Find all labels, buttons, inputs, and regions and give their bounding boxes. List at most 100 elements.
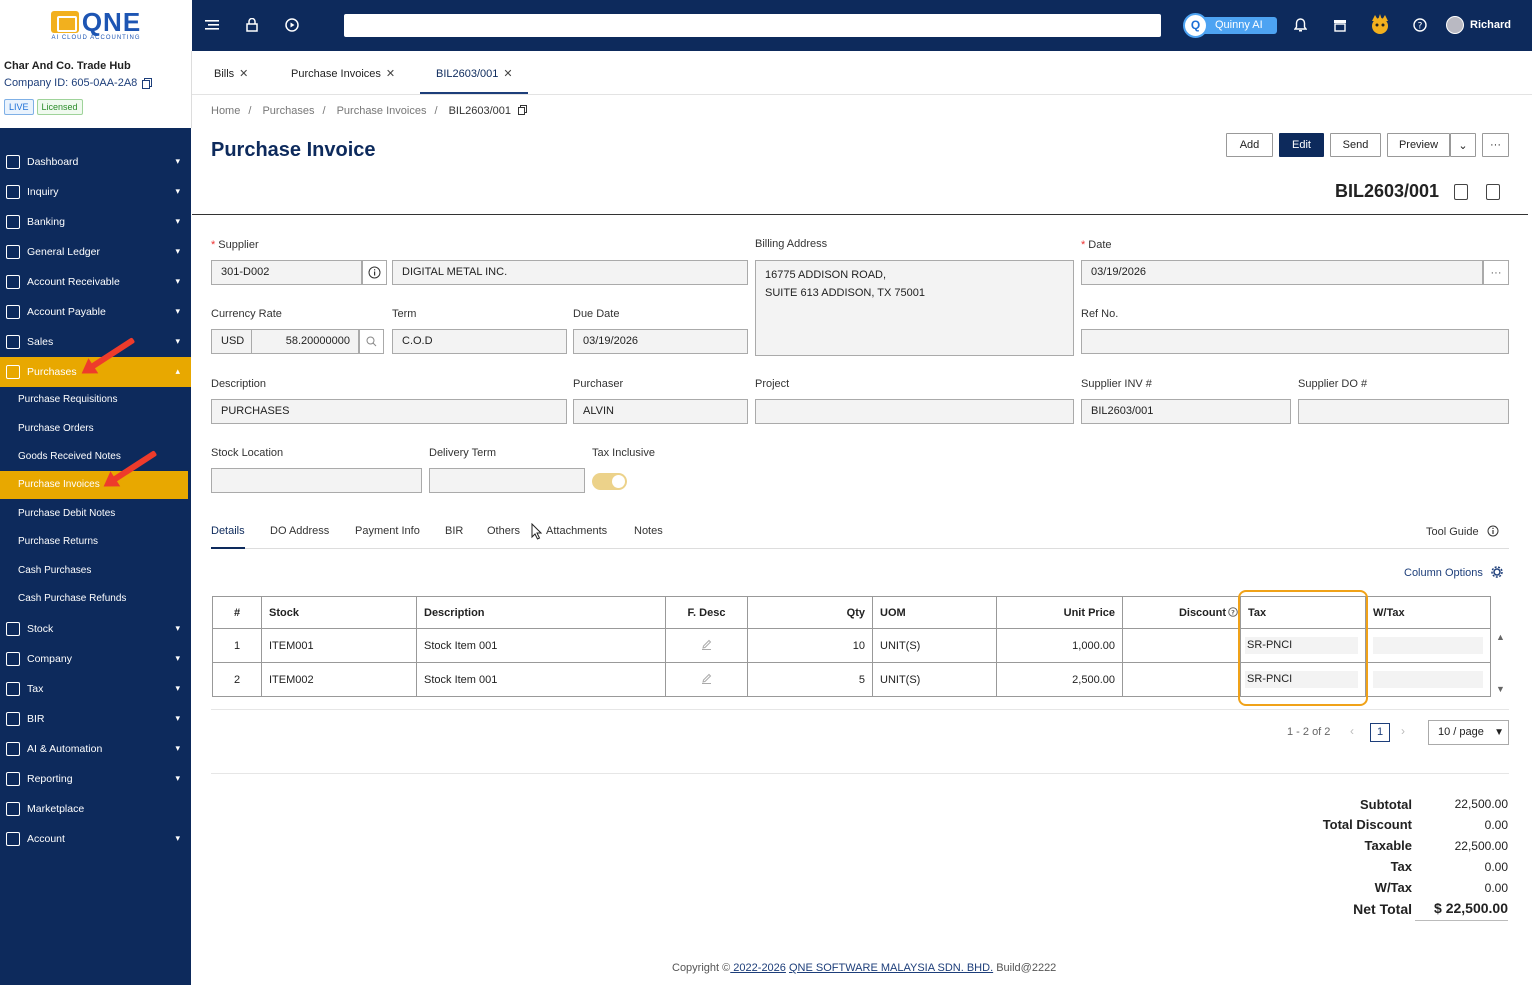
tab-purchase-invoices[interactable]: Purchase Invoices ✕ xyxy=(291,67,395,80)
sub-item-cash-purchase-refunds[interactable]: Cash Purchase Refunds xyxy=(18,593,127,604)
tab-bir[interactable]: BIR xyxy=(445,525,464,537)
description-field[interactable]: PURCHASES xyxy=(211,399,567,424)
info-icon[interactable] xyxy=(362,260,387,285)
cell-qty[interactable]: 5 xyxy=(747,662,873,697)
sidebar-item-account-receivable[interactable]: Account Receivable ▾ xyxy=(0,267,191,297)
sidebar-item-ai-automation[interactable]: AI & Automation ▾ xyxy=(0,734,191,764)
cell-qty[interactable]: 10 xyxy=(747,628,873,663)
supplier-name-field[interactable]: DIGITAL METAL INC. xyxy=(392,260,748,285)
scroll-down-icon[interactable]: ▼ xyxy=(1496,684,1505,694)
tab-bills[interactable]: Bills ✕ xyxy=(214,67,248,80)
sidebar-item-company[interactable]: Company ▾ xyxy=(0,644,191,674)
supplier-do-field[interactable] xyxy=(1298,399,1509,424)
cell-unit-price[interactable]: 2,500.00 xyxy=(996,662,1123,697)
sidebar-item-stock[interactable]: Stock ▾ xyxy=(0,614,191,644)
mascot-icon[interactable] xyxy=(1367,12,1393,38)
tab-others[interactable]: Others xyxy=(487,525,521,537)
ref-no-field[interactable] xyxy=(1081,329,1509,354)
pencil-icon[interactable] xyxy=(701,639,712,650)
add-button[interactable]: Add xyxy=(1226,133,1273,157)
sidebar-item-marketplace[interactable]: Marketplace xyxy=(0,794,191,824)
sub-item-purchase-orders[interactable]: Purchase Orders xyxy=(18,423,94,434)
user-menu[interactable]: Richard xyxy=(1446,16,1511,34)
scroll-up-icon[interactable]: ▲ xyxy=(1496,632,1505,642)
copy-icon[interactable] xyxy=(142,77,153,89)
breadcrumb-home[interactable]: Home xyxy=(211,105,241,117)
rate-field[interactable]: 58.20000000 xyxy=(251,329,359,354)
sub-item-purchase-returns[interactable]: Purchase Returns xyxy=(18,536,99,547)
sidebar-item-bir[interactable]: BIR ▾ xyxy=(0,704,191,734)
logo[interactable]: QNE AI CLOUD ACCOUNTING xyxy=(0,0,192,51)
page-size-select[interactable]: 10 / page ▼ xyxy=(1428,720,1509,745)
pagination-current-page[interactable]: 1 xyxy=(1370,723,1390,742)
store-icon[interactable] xyxy=(1329,14,1351,36)
col-header-unit-price[interactable]: Unit Price xyxy=(996,596,1123,629)
cell-fdesc[interactable] xyxy=(665,662,748,697)
due-date-field[interactable]: 03/19/2026 xyxy=(573,329,748,354)
date-options-icon[interactable]: ··· xyxy=(1483,260,1509,285)
company-link[interactable]: QNE SOFTWARE MALAYSIA SDN. BHD. xyxy=(788,962,994,974)
cell-tax[interactable]: SR-PNCI xyxy=(1240,628,1366,663)
cell-description[interactable]: Stock Item 001 xyxy=(416,628,666,663)
cell-wtax[interactable] xyxy=(1365,628,1491,663)
supplier-code-field[interactable]: 301-D002 xyxy=(211,260,362,285)
chevron-left-icon[interactable]: ‹ xyxy=(1350,724,1354,738)
cell-fdesc[interactable] xyxy=(665,628,748,663)
sub-item-goods-received-notes[interactable]: Goods Received Notes xyxy=(18,451,121,462)
col-header-description[interactable]: Description xyxy=(416,596,666,629)
menu-icon[interactable] xyxy=(201,14,223,36)
preview-dropdown-button[interactable]: ⌄ xyxy=(1450,133,1476,157)
tab-details[interactable]: Details xyxy=(211,525,245,537)
play-icon[interactable] xyxy=(281,14,303,36)
billing-address-field[interactable]: 16775 ADDISON ROAD, SUITE 613 ADDISON, T… xyxy=(755,260,1074,356)
sidebar-item-dashboard[interactable]: Dashboard ▾ xyxy=(0,147,191,177)
supplier-inv-field[interactable]: BIL2603/001 xyxy=(1081,399,1291,424)
tab-notes[interactable]: Notes xyxy=(634,525,663,537)
currency-field[interactable]: USD xyxy=(211,329,252,354)
col-header-fdesc[interactable]: F. Desc xyxy=(665,596,748,629)
more-button[interactable]: ··· xyxy=(1482,133,1509,157)
copy-icon[interactable] xyxy=(518,105,528,115)
project-field[interactable] xyxy=(755,399,1074,424)
term-field[interactable]: C.O.D xyxy=(392,329,567,354)
cell-description[interactable]: Stock Item 001 xyxy=(416,662,666,697)
sub-item-purchase-debit-notes[interactable]: Purchase Debit Notes xyxy=(18,508,116,519)
purchaser-field[interactable]: ALVIN xyxy=(573,399,748,424)
cell-unit-price[interactable]: 1,000.00 xyxy=(996,628,1123,663)
tab-do-address[interactable]: DO Address xyxy=(270,525,330,537)
col-header-wtax[interactable]: W/Tax xyxy=(1365,596,1491,629)
date-field[interactable]: 03/19/2026 xyxy=(1081,260,1483,285)
cell-tax[interactable]: SR-PNCI xyxy=(1240,662,1366,697)
cell-uom[interactable]: UNIT(S) xyxy=(872,662,997,697)
tab-payment-info[interactable]: Payment Info xyxy=(355,525,420,537)
sidebar-item-sales[interactable]: Sales ▾ xyxy=(0,327,191,357)
chevron-right-icon[interactable]: › xyxy=(1401,724,1405,738)
cell-uom[interactable]: UNIT(S) xyxy=(872,628,997,663)
delivery-term-field[interactable] xyxy=(429,468,585,493)
sidebar-item-tax[interactable]: Tax ▾ xyxy=(0,674,191,704)
col-header-qty[interactable]: Qty xyxy=(747,596,873,629)
table-row[interactable]: 2 ITEM002 Stock Item 001 5 UNIT(S) 2,500… xyxy=(212,662,1491,697)
col-header-uom[interactable]: UOM xyxy=(872,596,997,629)
sub-item-cash-purchases[interactable]: Cash Purchases xyxy=(18,565,92,576)
cell-discount[interactable] xyxy=(1122,662,1241,697)
sub-item-purchase-invoices[interactable]: Purchase Invoices xyxy=(0,471,188,499)
breadcrumb-purchase-invoices[interactable]: Purchase Invoices xyxy=(336,105,427,117)
close-icon[interactable]: ✕ xyxy=(503,68,513,80)
help-icon[interactable]: ? xyxy=(1409,14,1431,36)
sidebar-item-inquiry[interactable]: Inquiry ▾ xyxy=(0,177,191,207)
breadcrumb-purchases[interactable]: Purchases xyxy=(262,105,315,117)
sidebar-item-account[interactable]: Account ▾ xyxy=(0,824,191,854)
col-header-stock[interactable]: Stock xyxy=(261,596,417,629)
audit-log-icon[interactable] xyxy=(1454,184,1468,200)
cell-stock[interactable]: ITEM001 xyxy=(261,628,417,663)
bell-icon[interactable] xyxy=(1289,14,1311,36)
bookmark-icon[interactable] xyxy=(1486,184,1500,200)
sidebar-item-general-ledger[interactable]: General Ledger ▾ xyxy=(0,237,191,267)
tax-inclusive-toggle[interactable] xyxy=(592,473,627,490)
stock-location-field[interactable] xyxy=(211,468,422,493)
edit-button[interactable]: Edit xyxy=(1279,133,1324,157)
close-icon[interactable]: ✕ xyxy=(239,68,249,80)
preview-button[interactable]: Preview xyxy=(1387,133,1450,157)
tool-guide-button[interactable]: Tool Guide xyxy=(1426,525,1499,538)
